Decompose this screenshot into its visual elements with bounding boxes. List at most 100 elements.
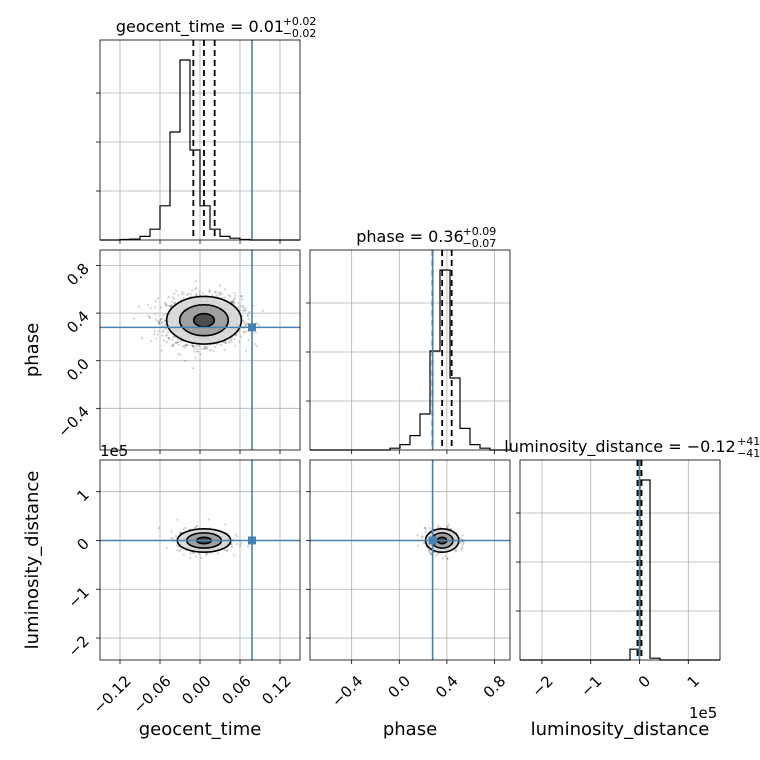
sample-point	[196, 344, 199, 347]
sample-point	[154, 318, 158, 321]
sample-point	[206, 552, 209, 555]
truth-marker	[428, 536, 437, 545]
sample-point	[158, 322, 161, 325]
sample-point	[446, 525, 449, 528]
samples-layer	[132, 280, 265, 370]
sample-point	[157, 321, 160, 324]
sample-point	[230, 543, 233, 546]
sample-point	[446, 526, 449, 529]
sample-point	[193, 350, 196, 353]
panel-frame	[309, 249, 511, 451]
x-tick-label: −2	[528, 672, 556, 700]
sample-point	[207, 518, 210, 521]
y-tick-label: −2	[64, 632, 92, 660]
sample-point	[153, 333, 156, 336]
sample-point	[148, 316, 152, 319]
panel-title-phase: phase = 0.36+0.09−0.07	[356, 225, 496, 250]
sample-point	[233, 554, 236, 557]
sample-point	[214, 291, 218, 294]
y-tick-label: 0.8	[63, 260, 93, 290]
panel-phase-vs-geocent-time: −0.4 0.0 0.4 0.8	[54, 249, 301, 454]
sample-point	[195, 292, 198, 296]
y-tick-label: 0	[73, 535, 92, 554]
sample-point	[178, 343, 181, 346]
panel-luminosity-distance-vs-geocent-time: −0.12−0.06 0.00 0.06 0.12 −2 −1 0 1	[64, 459, 301, 717]
sample-point	[233, 291, 236, 295]
sample-point	[179, 354, 182, 357]
sample-point	[197, 350, 200, 353]
sample-point	[170, 530, 173, 533]
sample-point	[177, 352, 180, 355]
x-tick-label: 0.0	[384, 672, 414, 702]
sample-point	[160, 321, 164, 324]
sample-point	[196, 347, 199, 350]
sample-point	[203, 345, 206, 348]
sample-point	[156, 320, 159, 323]
sample-point	[424, 528, 427, 531]
sample-point	[169, 305, 172, 308]
sample-point	[235, 334, 238, 337]
title-lower-error: −0.02	[283, 27, 317, 40]
title-main: luminosity_distance = −0.12	[504, 437, 735, 457]
sample-point	[205, 346, 208, 349]
sample-point	[199, 353, 202, 356]
sample-point	[246, 314, 250, 317]
sample-point	[461, 534, 464, 537]
sample-point	[181, 290, 184, 293]
sample-point	[198, 290, 201, 293]
sample-point	[435, 554, 438, 557]
sample-point	[167, 295, 170, 299]
sample-point	[417, 544, 420, 547]
sample-point	[424, 531, 427, 534]
sample-point	[157, 330, 160, 333]
sample-point	[175, 289, 178, 292]
sample-point	[168, 337, 171, 341]
sample-point	[165, 304, 168, 307]
sample-point	[177, 545, 181, 548]
sample-point	[156, 333, 159, 336]
sample-point	[175, 341, 179, 344]
sample-point	[173, 297, 176, 301]
sample-point	[186, 292, 190, 295]
sample-point	[174, 535, 178, 538]
sample-point	[238, 330, 241, 333]
x-tick-label: 0.06	[218, 672, 254, 708]
sample-point	[213, 290, 217, 293]
sample-point	[160, 349, 163, 352]
sample-point	[236, 535, 239, 538]
sample-point	[244, 349, 248, 352]
sample-point	[233, 338, 236, 341]
y-axis-label-luminosity-distance: luminosity_distance	[22, 471, 43, 650]
sample-point	[231, 299, 234, 302]
sample-point	[255, 344, 258, 348]
sample-point	[177, 340, 180, 343]
sample-point	[240, 541, 243, 545]
histogram-step	[310, 269, 510, 451]
sample-point	[170, 537, 173, 540]
sample-point	[204, 345, 207, 348]
sample-point	[242, 321, 246, 324]
sample-point	[149, 307, 152, 310]
sample-point	[243, 309, 246, 312]
sample-point	[243, 330, 246, 333]
sample-point	[239, 544, 242, 547]
sample-point	[242, 304, 245, 308]
sample-point	[216, 343, 219, 346]
sample-point	[429, 553, 433, 556]
sample-point	[443, 555, 447, 558]
sample-point	[154, 300, 157, 303]
sample-point	[179, 531, 183, 534]
sample-point	[210, 293, 214, 297]
sample-point	[244, 323, 248, 327]
title-main: phase = 0.36	[356, 227, 463, 246]
sample-point	[182, 296, 185, 300]
sample-point	[198, 552, 201, 556]
sample-point	[236, 542, 239, 546]
sample-point	[170, 304, 173, 307]
sample-point	[261, 309, 265, 312]
panel-frame	[99, 39, 301, 241]
sample-point	[429, 553, 432, 556]
sample-point	[208, 349, 211, 352]
truth-marker	[248, 536, 256, 545]
sample-point	[179, 340, 182, 343]
